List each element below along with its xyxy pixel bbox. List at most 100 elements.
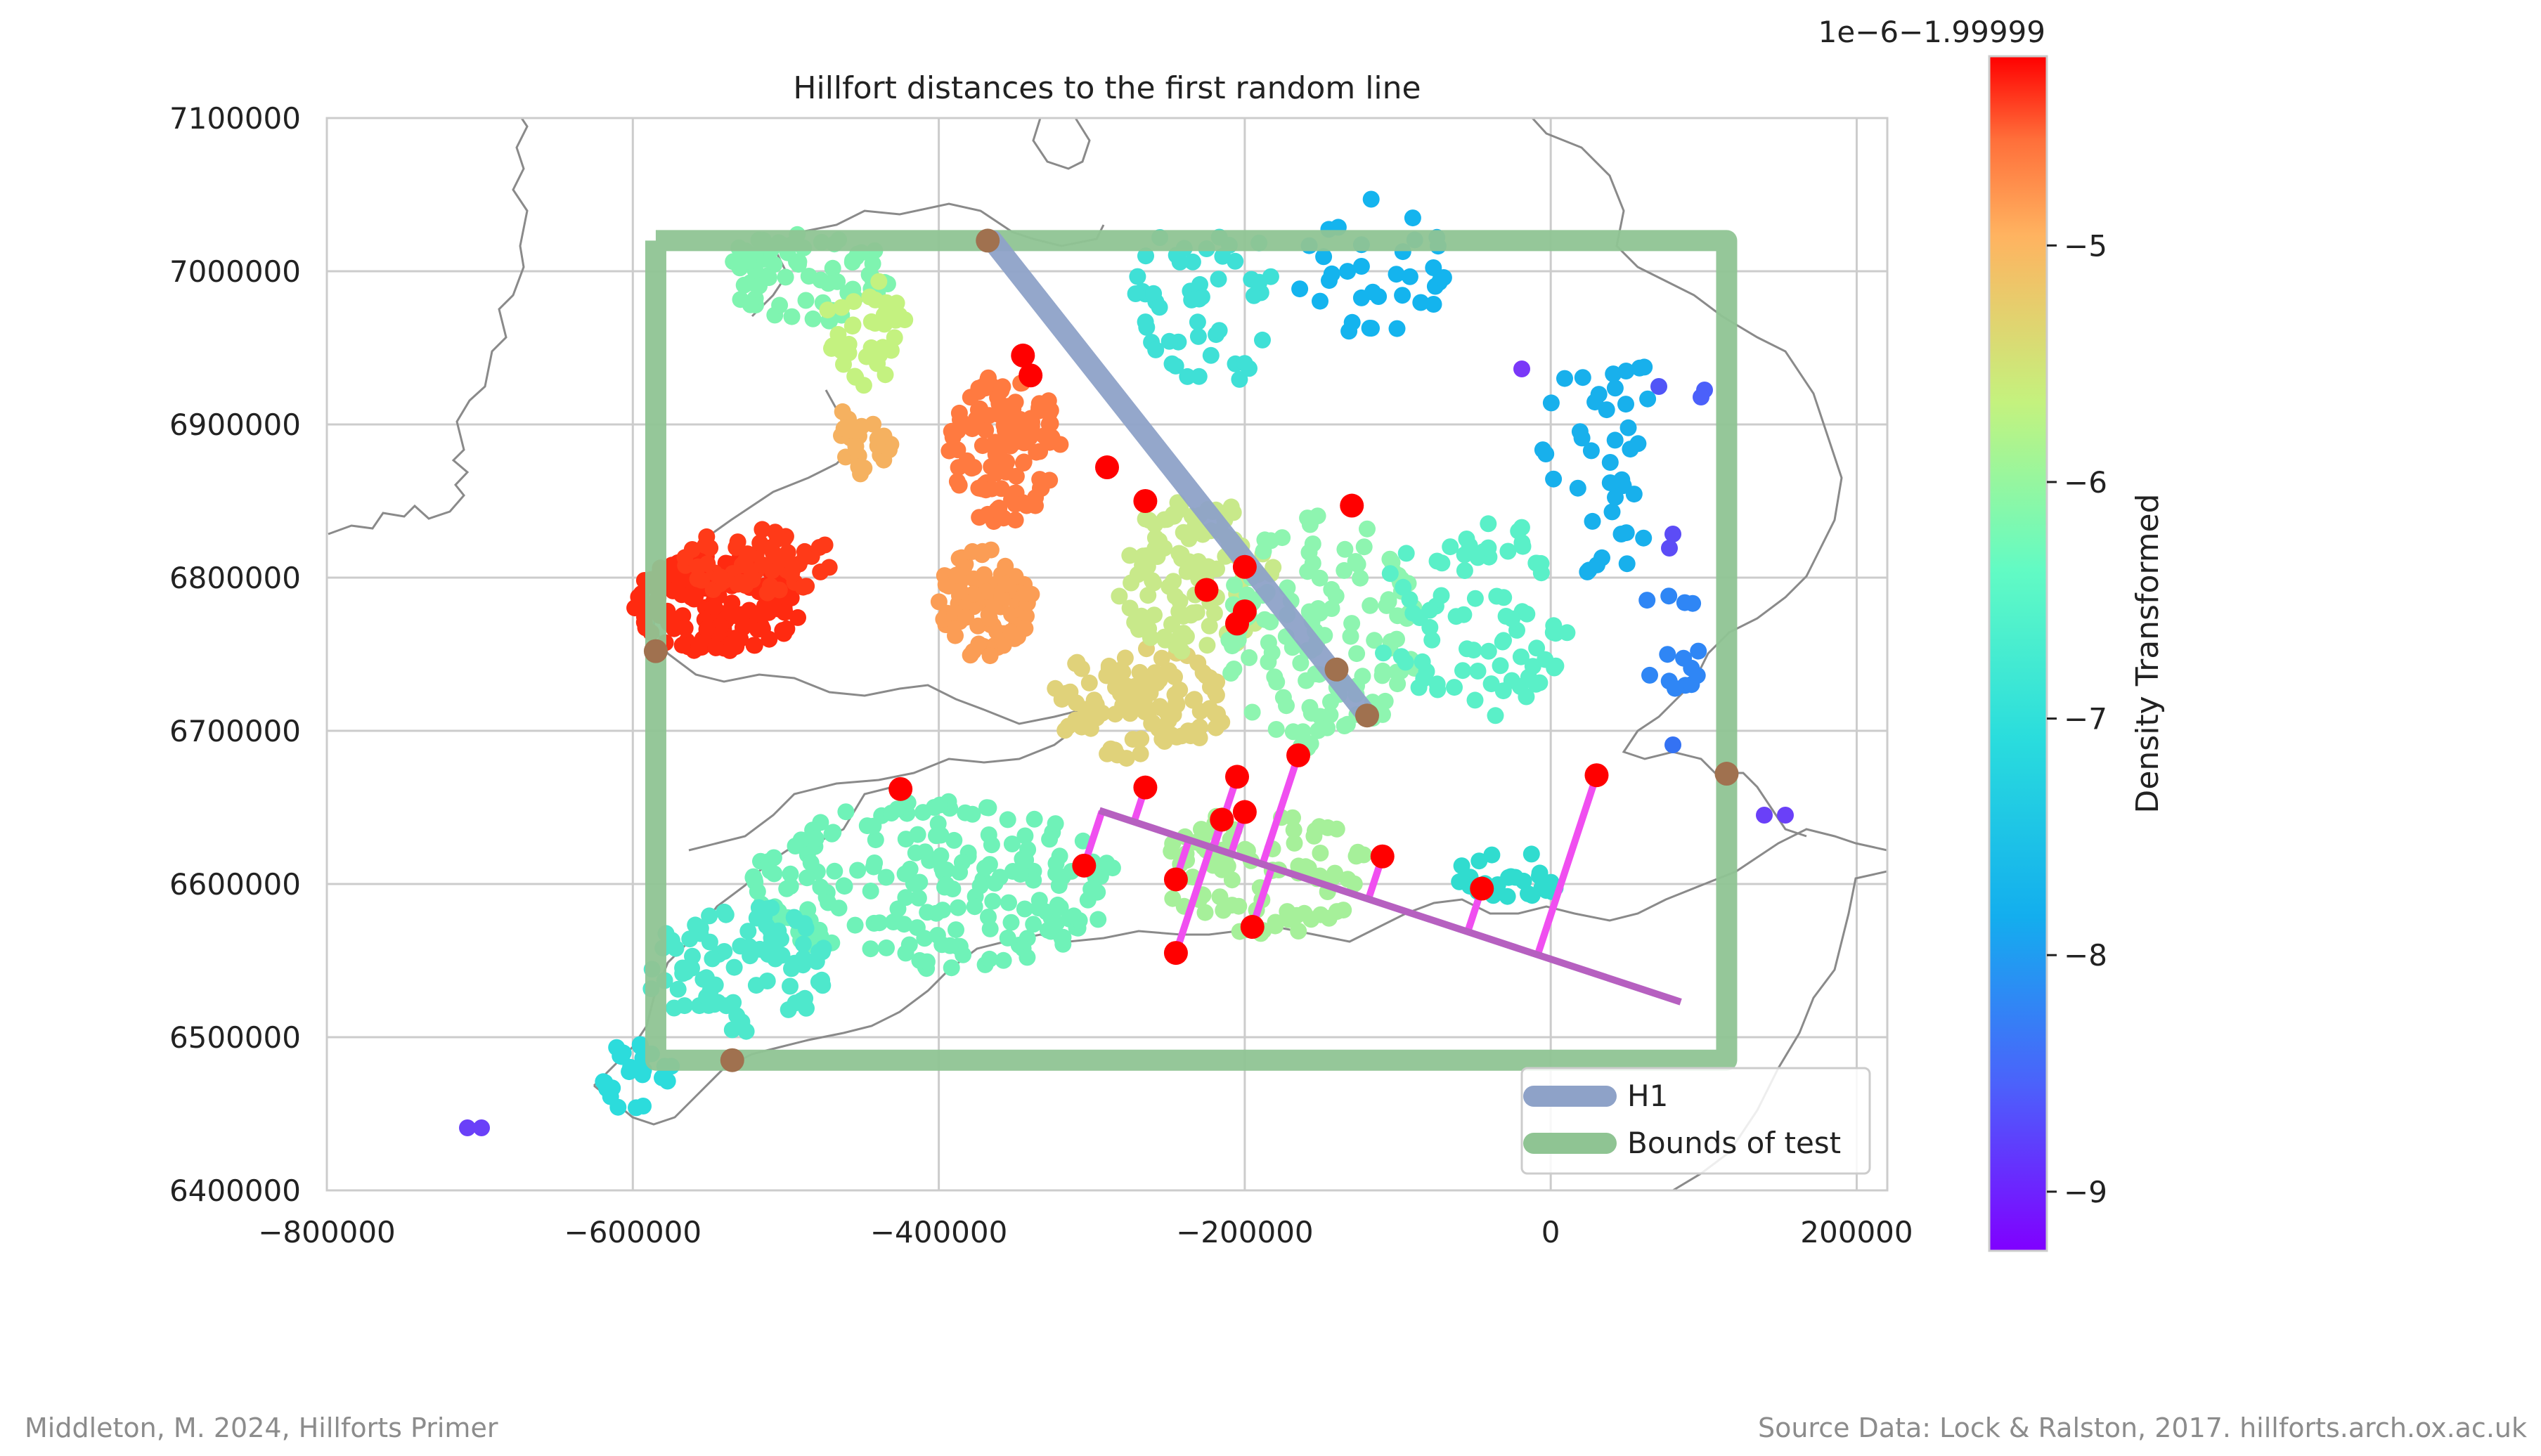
hillfort-point xyxy=(1171,253,1189,271)
hillfort-point xyxy=(1214,247,1231,265)
hillfort-point xyxy=(872,429,889,446)
hillfort-point xyxy=(862,940,879,958)
hillfort-point xyxy=(1483,846,1501,864)
x-tick-label: 0 xyxy=(1541,1215,1560,1249)
hillfort-point xyxy=(796,915,813,932)
hillfort-point xyxy=(1184,691,1202,709)
hillfort-point xyxy=(850,458,867,476)
hillfort-point xyxy=(951,864,969,881)
hillfort-point xyxy=(1042,909,1060,927)
hillfort-point xyxy=(1395,578,1412,596)
hillfort-point xyxy=(749,883,766,900)
hillfort-point xyxy=(1458,531,1475,547)
hillfort-point xyxy=(1285,821,1302,839)
hillfort-point xyxy=(1018,607,1035,625)
x-tick-label: −600000 xyxy=(564,1215,702,1249)
hillfort-point xyxy=(1582,442,1600,460)
hillfort-point xyxy=(978,583,995,600)
hillfort-marker xyxy=(1210,807,1234,832)
hillfort-point xyxy=(1606,379,1624,397)
hillfort-point xyxy=(1021,429,1038,446)
hillfort-point xyxy=(891,306,908,324)
hillfort-marker xyxy=(1011,343,1035,368)
hillfort-point xyxy=(1284,809,1301,826)
hillfort-point xyxy=(807,830,825,847)
hillfort-point xyxy=(1352,258,1370,275)
hillfort-point xyxy=(739,923,757,940)
hillfort-point xyxy=(865,858,882,876)
hillfort-point xyxy=(1756,807,1773,824)
hillfort-point xyxy=(957,609,975,626)
hillfort-point xyxy=(855,377,872,394)
hillfort-point xyxy=(737,552,754,569)
hillfort-point xyxy=(770,922,787,940)
hillfort-point xyxy=(886,329,903,346)
hillfort-point xyxy=(775,530,793,547)
y-tick-label: 6800000 xyxy=(169,561,301,595)
hillfort-point xyxy=(1340,323,1358,340)
hillfort-point xyxy=(824,259,841,277)
hillfort-point xyxy=(1126,694,1144,712)
hillfort-point xyxy=(1547,657,1565,675)
colorbar-ticks: −5 −6 −7 −8 −9 xyxy=(2047,228,2107,1209)
hillfort-point xyxy=(1047,815,1064,833)
hillfort-point xyxy=(737,577,754,594)
hillfort-point xyxy=(964,585,982,603)
hillfort-point xyxy=(896,865,914,883)
hillfort-point xyxy=(804,310,822,327)
hillfort-marker xyxy=(1225,765,1249,789)
hillfort-marker xyxy=(1232,800,1257,824)
hillfort-point xyxy=(783,308,801,325)
hillfort-point xyxy=(767,950,784,968)
hillfort-point xyxy=(1099,745,1116,762)
hillfort-point xyxy=(1446,679,1463,696)
hillfort-point xyxy=(765,849,782,866)
hillfort-point xyxy=(1082,880,1100,898)
x-tick-label: 200000 xyxy=(1800,1215,1913,1249)
y-tick-label: 7100000 xyxy=(169,101,301,136)
hillfort-point xyxy=(789,609,806,626)
axes-frame xyxy=(325,117,1889,1192)
hillfort-point xyxy=(1690,642,1707,660)
hillfort-point xyxy=(1573,429,1591,447)
hillfort-point xyxy=(1466,691,1484,709)
hillfort-point xyxy=(1000,894,1017,911)
hillfort-point xyxy=(1499,542,1517,560)
hillfort-point xyxy=(1129,268,1146,285)
hillfort-point xyxy=(1153,649,1170,667)
hillfort-point xyxy=(1504,610,1520,628)
hillfort-point xyxy=(1194,664,1212,682)
hillfort-point xyxy=(1190,521,1207,539)
hillfort-point xyxy=(1190,368,1208,385)
hillfort-point xyxy=(1470,852,1488,870)
hillfort-point xyxy=(1625,486,1643,503)
hillfort-point xyxy=(1586,394,1604,411)
hillfort-point xyxy=(981,647,999,665)
hillfort-point xyxy=(754,521,771,538)
hillfort-point xyxy=(1315,248,1333,266)
hillfort-point xyxy=(1667,680,1683,697)
hillfort-point xyxy=(1545,470,1563,488)
hillfort-point xyxy=(712,617,730,635)
hillfort-point xyxy=(1016,900,1033,918)
hillfort-point xyxy=(1569,479,1586,497)
hillfort-point xyxy=(666,999,683,1017)
hillfort-point xyxy=(1011,866,1029,883)
hillfort-point xyxy=(823,825,841,843)
hillfort-point xyxy=(1492,657,1509,675)
hillfort-point xyxy=(1480,539,1497,557)
hillfort-point xyxy=(771,297,789,314)
hillfort-point xyxy=(1231,370,1248,388)
hillfort-point xyxy=(1301,698,1319,716)
hillfort-point xyxy=(1222,498,1240,516)
hillfort-points xyxy=(459,190,1794,1136)
legend-label-bounds: Bounds of test xyxy=(1627,1126,1841,1160)
hillfort-point xyxy=(1262,613,1279,631)
hillfort-point xyxy=(1208,687,1225,704)
hillfort-point xyxy=(933,859,951,877)
hillfort-point xyxy=(914,804,932,821)
hillfort-point xyxy=(916,930,933,947)
hillfort-point xyxy=(690,639,708,656)
hillfort-point xyxy=(1286,834,1303,852)
